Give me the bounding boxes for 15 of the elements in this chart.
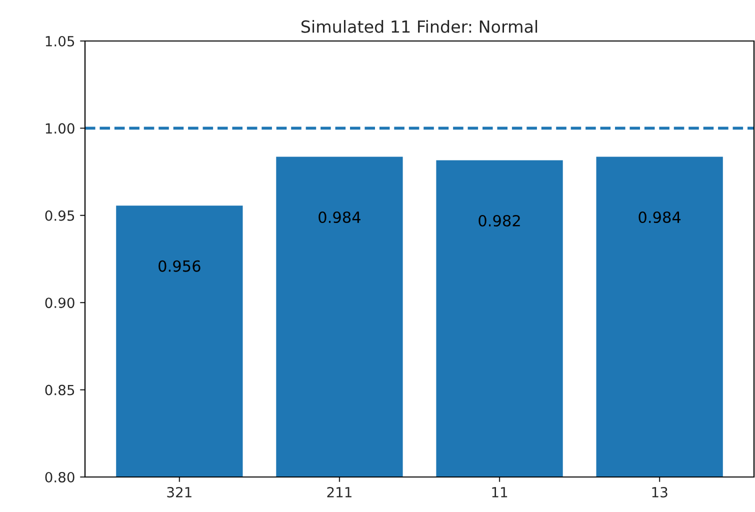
data-label: 0.982 — [478, 214, 520, 227]
data-label: 0.956 — [158, 260, 200, 272]
y-tick-label: 1.05 — [46, 36, 74, 46]
y-tick-label: 0.85 — [45, 384, 74, 396]
x-tick-label: 13 — [652, 486, 668, 498]
y-tick-label: 0.95 — [45, 210, 74, 221]
y-tick-label: 0.80 — [45, 472, 74, 482]
y-tick-label: 0.90 — [45, 298, 74, 308]
x-tick-label: 11 — [492, 487, 508, 498]
y-tick-label: 1.00 — [46, 123, 74, 134]
data-label: 0.984 — [638, 211, 681, 224]
data-label: 0.984 — [318, 211, 360, 224]
x-tick-label: 321 — [167, 486, 192, 498]
chart-title: Simulated 11 Finder: Normal — [301, 20, 538, 33]
x-tick-label: 211 — [327, 486, 352, 498]
